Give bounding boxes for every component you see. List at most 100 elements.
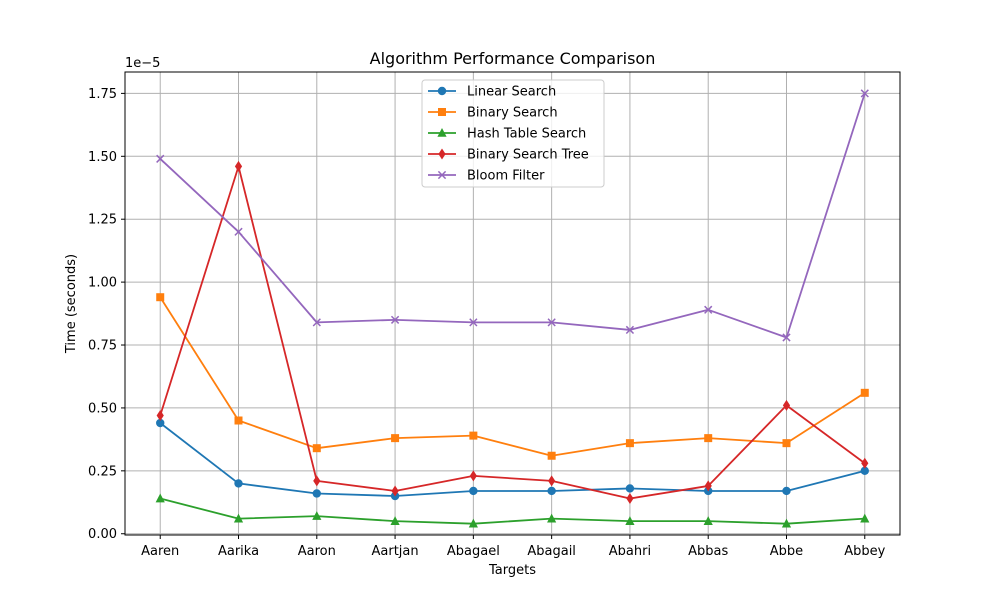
series-binary-search (156, 293, 869, 460)
data-point-hash-table-search (468, 518, 478, 528)
y-tick-label: 1.75 (88, 87, 117, 102)
y-tick-label: 0.75 (88, 339, 117, 354)
x-tick-label: Aaron (298, 544, 336, 559)
y-axis-offset-label: 1e−5 (125, 56, 160, 71)
x-tick-label: Aarika (218, 544, 259, 559)
data-point-binary-search (156, 293, 165, 302)
series-hash-table-search (155, 493, 870, 528)
legend-label: Linear Search (467, 85, 556, 100)
data-point-binary-search-tree (782, 399, 791, 411)
legend-box (421, 79, 605, 188)
data-point-hash-table-search (781, 518, 792, 528)
series-bloom-filter (156, 89, 869, 342)
data-point-linear-search (156, 418, 165, 428)
x-axis-title: Targets (488, 563, 536, 578)
data-point-bloom-filter (390, 315, 400, 324)
data-point-linear-search (547, 486, 556, 496)
legend-item-bloom-filter: Bloom Filter (428, 169, 545, 184)
series-binary-search-tree (156, 160, 869, 505)
data-point-bloom-filter (704, 305, 713, 314)
data-point-hash-table-search (390, 516, 400, 525)
chart-title: Algorithm Performance Comparison (370, 49, 656, 68)
x-tick-label: Abahri (609, 544, 651, 559)
series-line-linear-search (159, 422, 865, 497)
data-point-binary-search-tree (156, 409, 164, 421)
data-point-binary-search (704, 434, 713, 443)
data-point-binary-search-tree (234, 160, 243, 172)
data-point-binary-search (782, 439, 791, 448)
legend-label: Bloom Filter (467, 169, 545, 184)
legend-label: Hash Table Search (467, 127, 586, 142)
data-point-binary-search (234, 416, 243, 425)
data-point-bloom-filter (312, 318, 321, 327)
data-point-binary-search-tree (626, 493, 634, 505)
data-point-bloom-filter (547, 318, 556, 327)
x-tick-label: Abbe (770, 544, 803, 559)
y-tick-label: 1.50 (88, 150, 117, 165)
y-tick-label: 0.25 (88, 464, 117, 479)
data-point-linear-search (860, 466, 869, 476)
legend-item-binary-search-tree: Binary Search Tree (428, 148, 589, 163)
data-point-binary-search-tree (548, 475, 556, 487)
data-point-linear-search (625, 484, 635, 493)
legend-label: Binary Search (467, 106, 558, 121)
legend-item-linear-search: Linear Search (428, 85, 556, 100)
series-line-hash-table-search (160, 497, 865, 525)
legend: Linear Search Binary Search Hash Table Sea… (421, 79, 605, 188)
data-point-binary-search (391, 434, 400, 443)
legend-label: Binary Search Tree (467, 148, 589, 163)
data-point-binary-search (625, 439, 634, 448)
x-tick-label: Aartjan (372, 544, 419, 559)
series-line-bloom-filter (159, 93, 866, 339)
series-line-binary-search-tree (159, 165, 866, 500)
data-point-binary-search-tree (704, 480, 712, 492)
data-point-binary-search (547, 451, 556, 460)
series-line-binary-search (159, 296, 866, 457)
data-point-hash-table-search (547, 513, 557, 523)
x-tick-label: Abagael (447, 544, 500, 559)
data-point-bloom-filter (782, 333, 791, 342)
data-point-binary-search (312, 444, 321, 453)
data-point-binary-search-tree (861, 457, 869, 469)
y-tick-label: 1.25 (88, 213, 117, 228)
x-tick-label: Abagail (527, 544, 576, 559)
data-point-bloom-filter (469, 318, 478, 327)
data-point-binary-search-tree (469, 470, 477, 482)
axis-ticks: Aaren Aarika Aaron Aartjan Abagael Abagail Aba… (88, 87, 886, 559)
data-point-hash-table-search (233, 513, 244, 523)
y-tick-label: 1.00 (88, 276, 117, 291)
data-point-bloom-filter (156, 154, 165, 163)
data-point-linear-search (782, 486, 791, 496)
data-point-binary-search (860, 388, 869, 397)
legend-item-binary-search: Binary Search (428, 106, 558, 121)
plot-frame (124, 71, 901, 536)
data-point-hash-table-search (155, 493, 165, 503)
x-tick-label: Aaren (141, 544, 179, 559)
legend-marker (437, 170, 447, 180)
legend-marker (438, 148, 446, 160)
data-point-binary-search-tree (313, 475, 321, 487)
data-point-linear-search (312, 489, 321, 498)
data-point-binary-search-tree (391, 485, 399, 497)
legend-marker (437, 86, 447, 96)
data-point-binary-search (469, 431, 478, 440)
y-tick-label: 0.50 (88, 401, 117, 416)
data-point-bloom-filter (625, 325, 635, 335)
series-linear-search (156, 418, 869, 501)
series-layer (155, 89, 870, 528)
data-point-hash-table-search (625, 516, 635, 525)
data-point-hash-table-search (312, 511, 322, 520)
legend-marker (437, 128, 447, 137)
x-tick-label: Abbey (844, 544, 885, 559)
x-tick-label: Abbas (688, 544, 728, 559)
data-point-hash-table-search (703, 516, 713, 525)
data-point-bloom-filter (234, 227, 243, 236)
data-point-linear-search (234, 479, 243, 488)
data-point-hash-table-search (860, 513, 870, 523)
y-axis-title: Time (seconds) (64, 254, 79, 354)
y-tick-label: 0.00 (88, 527, 117, 542)
legend-marker (438, 108, 446, 116)
legend-item-hash-table-search: Hash Table Search (428, 127, 586, 142)
data-point-bloom-filter (860, 89, 869, 98)
data-point-linear-search (469, 486, 478, 496)
